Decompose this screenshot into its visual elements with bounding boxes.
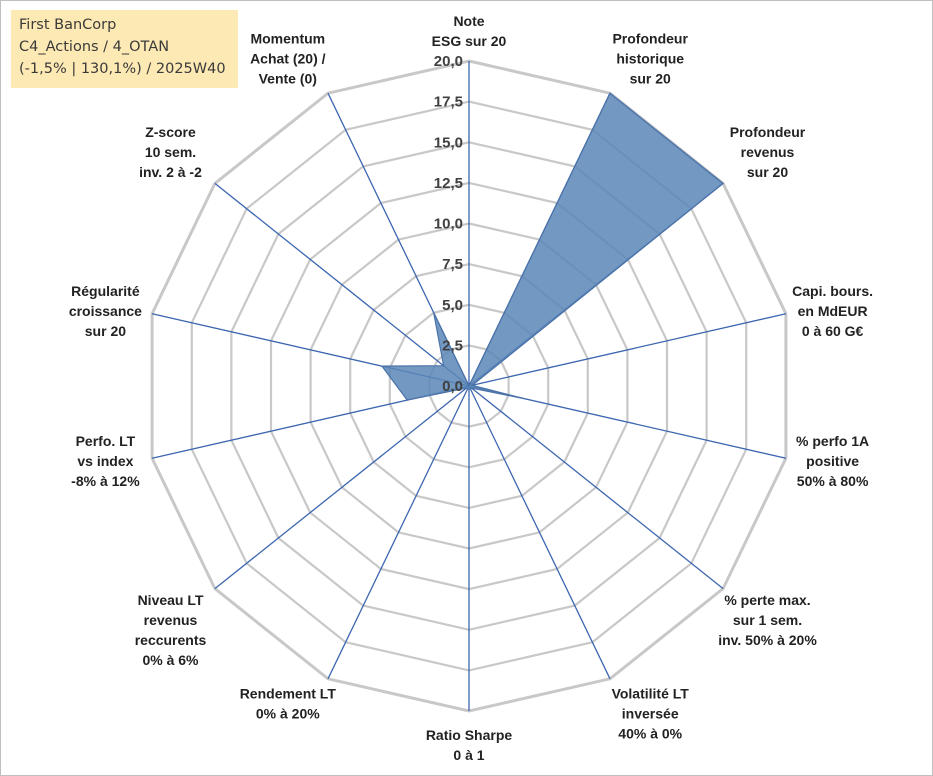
axis-label-line: revenus — [741, 144, 795, 160]
axis-label-line: 0 à 60 G€ — [802, 323, 864, 339]
tick-layer: 0,0 2,5 5,0 7,5 10,0 12,5 15,0 17,5 20,0 — [434, 53, 463, 395]
portfolio-path: C4_Actions / 4_OTAN — [19, 39, 170, 55]
axis-label-line: Perfo. LT — [76, 433, 136, 449]
axis-label-line: Ratio Sharpe — [426, 727, 513, 743]
series-area — [380, 92, 725, 401]
axis-label-line: inv. 50% à 20% — [718, 632, 817, 648]
series-layer — [380, 92, 725, 401]
axis-label-line: Rendement LT — [240, 686, 337, 702]
axis-label-line: sur 20 — [85, 323, 126, 339]
axis-label: Note ESG sur 20 — [432, 13, 507, 49]
axis-label-line: 0% à 6% — [142, 652, 199, 668]
axis-label-line: % perfo 1A — [796, 433, 869, 449]
axis-label-line: Z-score — [145, 124, 196, 140]
axis-label-line: croissance — [69, 303, 142, 319]
axis-label: Profondeur revenus sur 20 — [730, 124, 806, 180]
axis-line — [468, 313, 787, 387]
axis-label: Niveau LT revenus reccurents 0% à 6% — [135, 592, 207, 668]
axis-label: % perte max. sur 1 sem. inv. 50% à 20% — [718, 592, 817, 648]
axis-label-line: revenus — [144, 612, 198, 628]
axis-label-line: 0 à 1 — [453, 747, 484, 763]
axis-label-line: vs index — [77, 453, 133, 469]
axis-label-line: inv. 2 à -2 — [139, 164, 202, 180]
tick-label: 2,5 — [442, 337, 463, 354]
axis-label: Volatilité LT inversée 40% à 0% — [612, 686, 690, 742]
axis-label-line: sur 20 — [747, 164, 788, 180]
info-box: First BanCorp C4_Actions / 4_OTAN (-1,5%… — [11, 10, 238, 88]
axis-label-line: 50% à 80% — [797, 473, 869, 489]
axis-label-layer: Note ESG sur 20 Profondeur historique sur 20… — [69, 13, 873, 763]
axis-label-line: 0% à 20% — [256, 706, 320, 722]
axis-label-line: reccurents — [135, 632, 207, 648]
axis-label-line: Régularité — [71, 283, 140, 299]
axis-label-line: positive — [806, 453, 859, 469]
axis-label-line: Volatilité LT — [612, 686, 690, 702]
company-name: First BanCorp — [19, 17, 117, 33]
axis-label: Régularité croissance sur 20 — [69, 283, 142, 339]
axis-label-line: en MdEUR — [798, 303, 868, 319]
tick-label: 5,0 — [442, 297, 463, 314]
axis-line — [327, 385, 470, 680]
axis-label-line: inversée — [622, 706, 679, 722]
axis-label: Rendement LT 0% à 20% — [240, 686, 337, 722]
axis-label: Z-score 10 sem. inv. 2 à -2 — [139, 124, 202, 180]
axis-line — [214, 385, 470, 590]
axis-label: % perfo 1A positive 50% à 80% — [796, 433, 869, 489]
tick-label: 12,5 — [434, 175, 463, 192]
axis-label-line: Capi. bours. — [792, 283, 873, 299]
axis-label-line: Niveau LT — [138, 592, 204, 608]
axis-label: Ratio Sharpe 0 à 1 — [426, 727, 513, 763]
axis-label-line: % perte max. — [724, 592, 810, 608]
axis-line — [214, 182, 470, 387]
axis-label: Profondeur historique sur 20 — [612, 30, 688, 86]
axis-label-line: 40% à 0% — [618, 726, 682, 742]
axis-label-line: -8% à 12% — [71, 473, 140, 489]
tick-label: 7,5 — [442, 256, 463, 273]
axis-label-line: sur 1 sem. — [733, 612, 802, 628]
axis-line — [468, 385, 611, 680]
axis-line — [468, 385, 724, 590]
axis-label-line: sur 20 — [630, 70, 671, 86]
axis-label-line: 10 sem. — [145, 144, 196, 160]
axis-label-line: Profondeur — [730, 124, 806, 140]
tick-label: 0,0 — [442, 378, 463, 395]
tick-label: 15,0 — [434, 134, 463, 151]
axis-label: Capi. bours. en MdEUR 0 à 60 G€ — [792, 283, 873, 339]
axis-label-line: Momentum — [250, 30, 325, 46]
tick-label: 10,0 — [434, 216, 463, 233]
axis-label-line: Achat (20) / — [250, 50, 326, 66]
tick-label: 17,5 — [434, 94, 463, 111]
axis-label-line: Note — [453, 13, 484, 29]
axis-label: Momentum Achat (20) / Vente (0) — [250, 30, 326, 86]
tick-label: 20,0 — [434, 53, 463, 70]
axis-label-line: Vente (0) — [259, 70, 317, 86]
axis-label-line: Profondeur — [612, 30, 688, 46]
axis-label-line: historique — [616, 50, 684, 66]
axis-label-line: ESG sur 20 — [432, 33, 507, 49]
performance-stats: (-1,5% | 130,1%) / 2025W40 — [19, 61, 226, 77]
axis-label: Perfo. LT vs index -8% à 12% — [71, 433, 140, 489]
